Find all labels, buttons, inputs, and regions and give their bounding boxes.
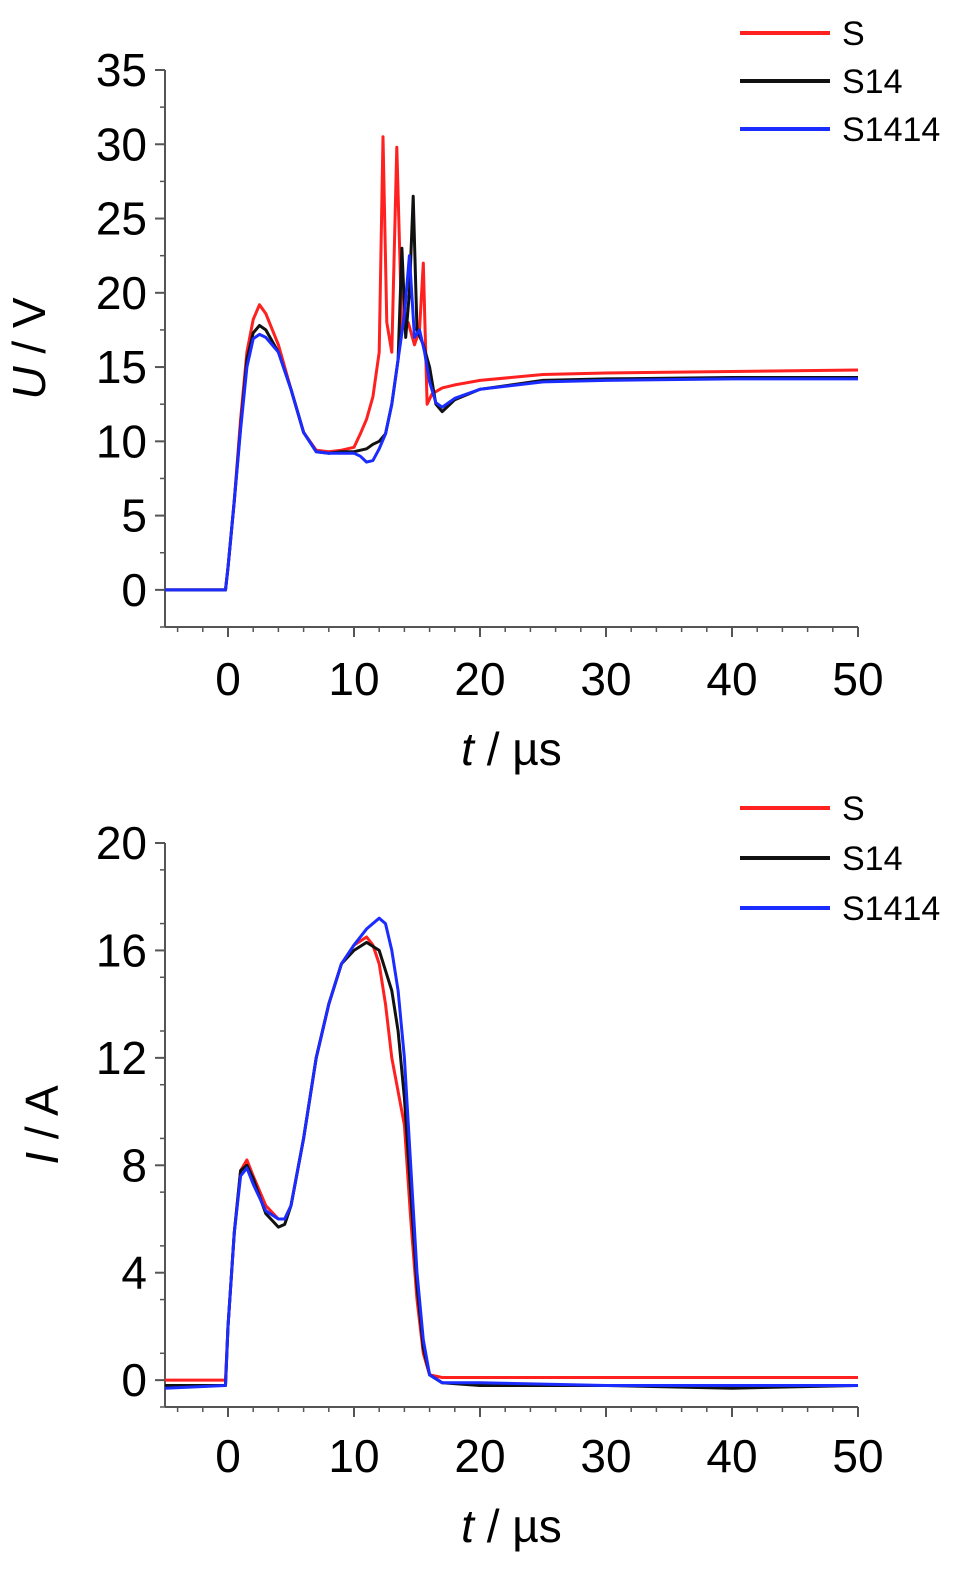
x-tick-label: 10 bbox=[328, 1430, 379, 1482]
y-tick-label: 30 bbox=[96, 118, 147, 170]
series-line-s14 bbox=[165, 194, 858, 592]
y-axis-title-variable: U bbox=[3, 366, 55, 400]
legend-label: S bbox=[842, 790, 865, 828]
y-tick-label: 10 bbox=[96, 415, 147, 467]
legend-label: S14 bbox=[842, 63, 903, 101]
x-tick-label: 40 bbox=[706, 653, 757, 705]
y-tick-label: 25 bbox=[96, 193, 147, 245]
y-tick-label: 5 bbox=[121, 490, 147, 542]
y-tick-label: 20 bbox=[96, 267, 147, 319]
x-tick-label: 10 bbox=[328, 653, 379, 705]
legend-label: S1414 bbox=[842, 890, 940, 928]
y-axis-title-variable: I bbox=[16, 1152, 68, 1165]
y-tick-label: 15 bbox=[96, 341, 147, 393]
series-line-s1414 bbox=[164, 916, 858, 1390]
x-tick-label: 40 bbox=[706, 1430, 757, 1482]
voltage-chart: 0 10 20 30 40 50 0 5 10 15 20 25 30 35 t / µs U / V S S14… bbox=[3, 15, 940, 775]
series-line-s bbox=[165, 135, 859, 592]
y-axis-title: I / A bbox=[16, 1085, 68, 1165]
x-tick-label: 30 bbox=[580, 653, 631, 705]
y-axis-title-unit: / V bbox=[3, 297, 55, 366]
x-tick-label: 30 bbox=[580, 1430, 631, 1482]
x-axis-title: t / µs bbox=[461, 1500, 562, 1552]
y-axis-title: U / V bbox=[3, 297, 55, 400]
x-axis-title-unit: / µs bbox=[474, 723, 562, 775]
series-line-s1414 bbox=[165, 254, 858, 592]
x-tick-label: 0 bbox=[215, 653, 241, 705]
y-tick-label: 16 bbox=[96, 924, 147, 976]
x-tick-label: 0 bbox=[215, 1430, 241, 1482]
x-axis-title: t / µs bbox=[461, 723, 562, 775]
y-tick-label: 0 bbox=[121, 1354, 147, 1406]
y-tick-label: 0 bbox=[121, 564, 147, 616]
current-chart: 0 10 20 30 40 50 0 4 8 12 16 20 t / µs I / A S S14 S1414 bbox=[16, 790, 940, 1552]
x-axis-title-variable: t bbox=[461, 723, 476, 775]
x-tick-label: 50 bbox=[832, 1430, 883, 1482]
y-axis-title-unit: / A bbox=[16, 1085, 68, 1152]
x-tick-label: 20 bbox=[454, 653, 505, 705]
series-line-s bbox=[165, 935, 858, 1382]
y-tick-label: 4 bbox=[121, 1247, 147, 1299]
series-line-s14 bbox=[165, 940, 859, 1390]
y-tick-label: 8 bbox=[121, 1139, 147, 1191]
legend-label: S1414 bbox=[842, 111, 940, 149]
legend-label: S bbox=[842, 15, 865, 53]
x-tick-label: 50 bbox=[832, 653, 883, 705]
legend-label: S14 bbox=[842, 840, 903, 878]
x-axis-title-unit: / µs bbox=[474, 1500, 562, 1552]
y-tick-label: 35 bbox=[96, 44, 147, 96]
y-tick-label: 12 bbox=[96, 1032, 147, 1084]
x-axis-title-variable: t bbox=[461, 1500, 476, 1552]
y-tick-label: 20 bbox=[96, 817, 147, 869]
x-tick-label: 20 bbox=[454, 1430, 505, 1482]
